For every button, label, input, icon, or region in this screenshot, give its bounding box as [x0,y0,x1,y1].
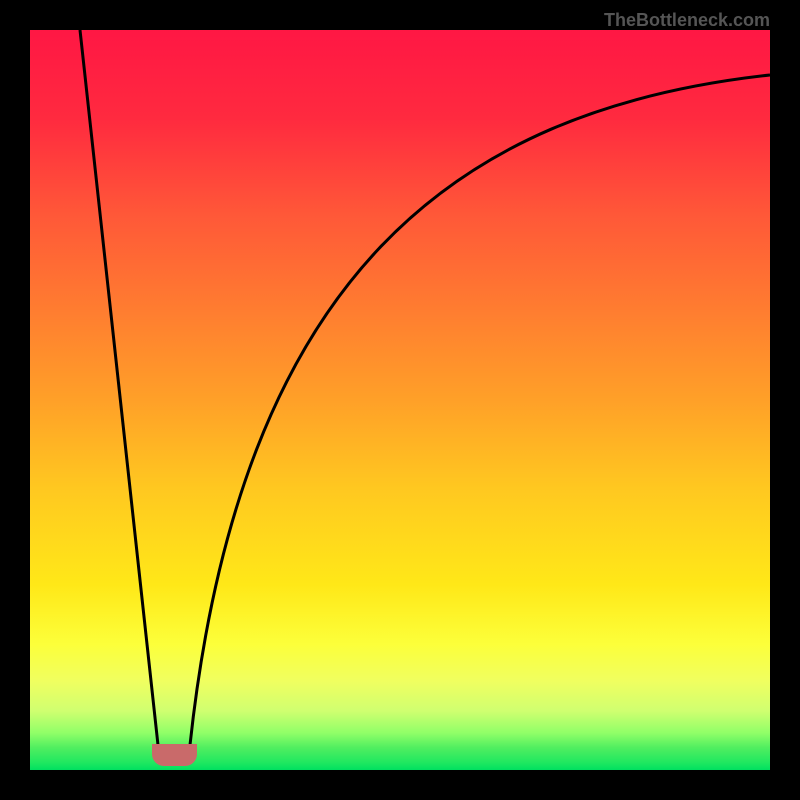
watermark-text: TheBottleneck.com [604,10,770,31]
bottleneck-marker [152,744,197,766]
chart-curves [30,30,770,770]
right-ascent-curve [190,75,770,745]
left-descent-line [80,30,158,745]
chart-area [30,30,770,770]
